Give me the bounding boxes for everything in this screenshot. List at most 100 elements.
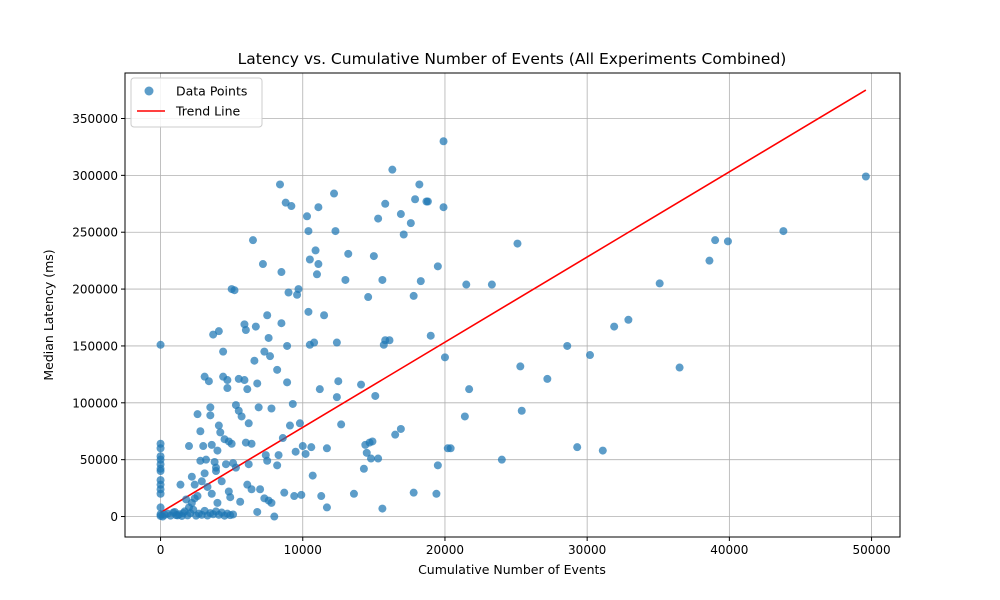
data-point	[369, 252, 378, 261]
data-point	[423, 197, 432, 206]
data-point	[359, 464, 368, 473]
data-point	[396, 424, 405, 433]
data-point	[184, 442, 193, 451]
data-point	[250, 356, 259, 365]
data-point	[156, 340, 165, 349]
data-point	[187, 472, 196, 481]
data-point	[264, 333, 273, 342]
data-point	[311, 246, 320, 255]
data-point	[624, 315, 633, 324]
data-point	[320, 311, 329, 320]
data-point	[317, 492, 326, 501]
data-point	[212, 467, 221, 476]
data-point	[378, 504, 387, 513]
data-point	[267, 404, 276, 413]
data-point	[277, 319, 286, 328]
data-point	[176, 480, 185, 489]
data-point	[267, 498, 276, 507]
data-point	[655, 279, 664, 288]
data-point	[543, 374, 552, 383]
data-point	[304, 307, 313, 316]
data-point	[204, 377, 213, 386]
data-point	[388, 165, 397, 174]
data-point	[433, 262, 442, 271]
data-point	[270, 512, 279, 521]
data-point	[344, 249, 353, 258]
data-point	[439, 203, 448, 212]
x-tick-label: 30000	[568, 543, 606, 557]
data-point	[362, 448, 371, 457]
data-point	[207, 440, 216, 449]
data-point	[516, 362, 525, 371]
data-point	[322, 444, 331, 453]
y-tick-label: 100000	[72, 396, 118, 410]
data-point	[416, 277, 425, 286]
data-point	[294, 285, 303, 294]
data-point	[586, 351, 594, 360]
data-point	[276, 180, 284, 189]
data-point	[307, 443, 316, 452]
data-point	[381, 199, 390, 208]
data-point	[156, 467, 165, 476]
data-point	[497, 455, 506, 464]
legend-marker-data-points	[144, 86, 154, 96]
data-point	[213, 498, 222, 507]
data-point	[221, 460, 230, 469]
data-point	[314, 203, 323, 212]
data-point	[196, 427, 205, 436]
y-tick-label: 200000	[72, 283, 118, 297]
data-point	[207, 489, 216, 498]
data-point	[426, 331, 435, 340]
data-point	[295, 419, 304, 428]
legend: Data Points Trend Line	[130, 77, 263, 128]
data-point	[357, 380, 366, 389]
data-point	[244, 419, 253, 428]
data-point	[243, 385, 252, 394]
trend-line	[160, 89, 867, 514]
data-point	[462, 280, 471, 289]
grid-lines	[125, 73, 900, 537]
legend-label-trend-line: Trend Line	[175, 104, 241, 119]
y-tick-label: 250000	[72, 226, 118, 240]
legend-label-data-points: Data Points	[176, 84, 247, 99]
data-point	[332, 393, 341, 402]
data-point	[216, 428, 225, 437]
data-point	[332, 338, 341, 347]
data-point	[240, 376, 249, 385]
data-point	[278, 434, 287, 443]
data-point	[237, 412, 246, 421]
data-point	[193, 410, 202, 419]
plot-frame	[124, 72, 901, 538]
data-point	[705, 256, 714, 265]
data-point	[396, 210, 405, 219]
data-point	[283, 341, 292, 350]
data-point	[277, 268, 286, 277]
data-point	[465, 385, 474, 394]
data-point	[374, 214, 383, 223]
y-tick-label: 0	[110, 510, 118, 524]
data-point	[274, 451, 283, 460]
data-point	[231, 463, 240, 472]
data-point	[334, 377, 343, 386]
data-point	[460, 412, 469, 421]
chart-title: Latency vs. Cumulative Number of Events …	[238, 50, 787, 68]
data-point	[214, 327, 223, 336]
data-point	[206, 411, 215, 420]
data-point	[256, 485, 265, 494]
data-point	[156, 444, 165, 453]
data-point	[337, 420, 346, 429]
data-point	[305, 255, 314, 264]
data-point	[433, 461, 442, 470]
data-point	[247, 439, 256, 448]
data-point	[291, 447, 300, 456]
y-tick-label: 300000	[72, 169, 118, 183]
data-point	[229, 510, 238, 519]
data-point	[432, 489, 441, 498]
data-point	[378, 275, 387, 284]
data-point	[213, 446, 222, 455]
data-point	[330, 189, 339, 198]
data-point	[517, 406, 526, 415]
data-point	[779, 227, 788, 236]
data-point	[411, 195, 420, 204]
